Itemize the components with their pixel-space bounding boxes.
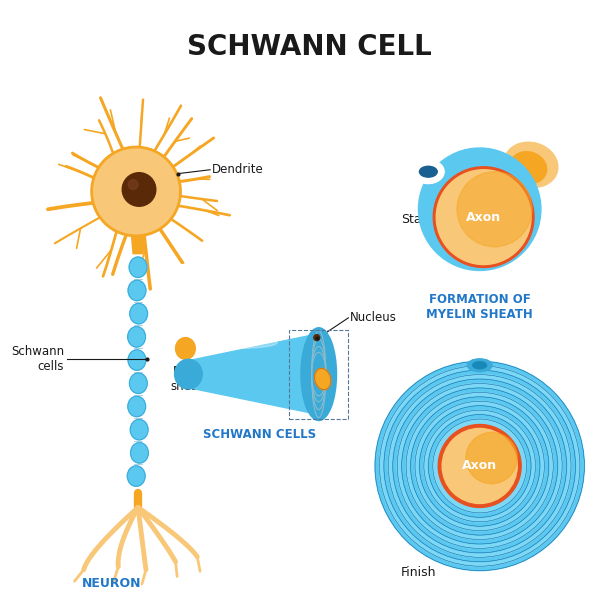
Circle shape: [411, 397, 549, 535]
Circle shape: [128, 179, 138, 190]
Text: Nucleus: Nucleus: [350, 312, 397, 324]
Circle shape: [433, 419, 526, 513]
Ellipse shape: [127, 466, 145, 487]
Text: Dendrite: Dendrite: [212, 163, 264, 176]
Circle shape: [393, 379, 567, 553]
Ellipse shape: [128, 350, 146, 370]
Ellipse shape: [128, 396, 146, 417]
Text: NEURON: NEURON: [81, 577, 141, 589]
Circle shape: [92, 147, 181, 236]
Circle shape: [466, 433, 517, 483]
Ellipse shape: [130, 304, 147, 324]
Circle shape: [442, 428, 517, 504]
Circle shape: [428, 414, 531, 517]
Circle shape: [122, 173, 156, 206]
Ellipse shape: [198, 337, 277, 348]
Circle shape: [419, 406, 540, 526]
Ellipse shape: [174, 359, 202, 389]
Circle shape: [375, 361, 584, 570]
Ellipse shape: [301, 327, 337, 420]
Circle shape: [433, 167, 534, 267]
Circle shape: [401, 388, 558, 544]
Circle shape: [314, 335, 319, 340]
Text: Myelin
sheath: Myelin sheath: [171, 365, 211, 393]
Circle shape: [389, 375, 571, 558]
Circle shape: [397, 384, 562, 548]
Ellipse shape: [176, 338, 195, 359]
Text: Start: Start: [401, 212, 431, 226]
Text: Schwann
cells: Schwann cells: [11, 345, 64, 373]
Ellipse shape: [473, 362, 487, 368]
Ellipse shape: [128, 327, 146, 347]
Text: SCHWANN CELLS: SCHWANN CELLS: [203, 428, 316, 441]
Circle shape: [415, 401, 544, 531]
Text: Finish: Finish: [401, 566, 436, 579]
Ellipse shape: [419, 166, 437, 177]
Ellipse shape: [130, 373, 147, 394]
Circle shape: [406, 392, 553, 540]
Circle shape: [424, 410, 536, 522]
Ellipse shape: [468, 359, 492, 371]
Text: FORMATION OF
MYELIN SHEATH: FORMATION OF MYELIN SHEATH: [427, 293, 533, 321]
Text: SCHWANN CELL: SCHWANN CELL: [187, 34, 432, 61]
Circle shape: [438, 425, 521, 507]
Circle shape: [457, 172, 532, 247]
Ellipse shape: [130, 419, 148, 440]
Ellipse shape: [504, 142, 558, 187]
Circle shape: [376, 362, 583, 570]
Ellipse shape: [129, 257, 147, 277]
Ellipse shape: [510, 152, 547, 184]
Circle shape: [384, 370, 575, 562]
Circle shape: [436, 170, 531, 264]
Circle shape: [419, 148, 541, 271]
Ellipse shape: [130, 442, 148, 463]
Ellipse shape: [128, 280, 146, 300]
Text: Axon: Axon: [462, 460, 497, 472]
Polygon shape: [181, 333, 324, 416]
Ellipse shape: [315, 368, 331, 390]
Ellipse shape: [412, 160, 444, 184]
Circle shape: [379, 366, 580, 566]
Polygon shape: [131, 231, 145, 253]
Text: Axon: Axon: [466, 211, 501, 223]
